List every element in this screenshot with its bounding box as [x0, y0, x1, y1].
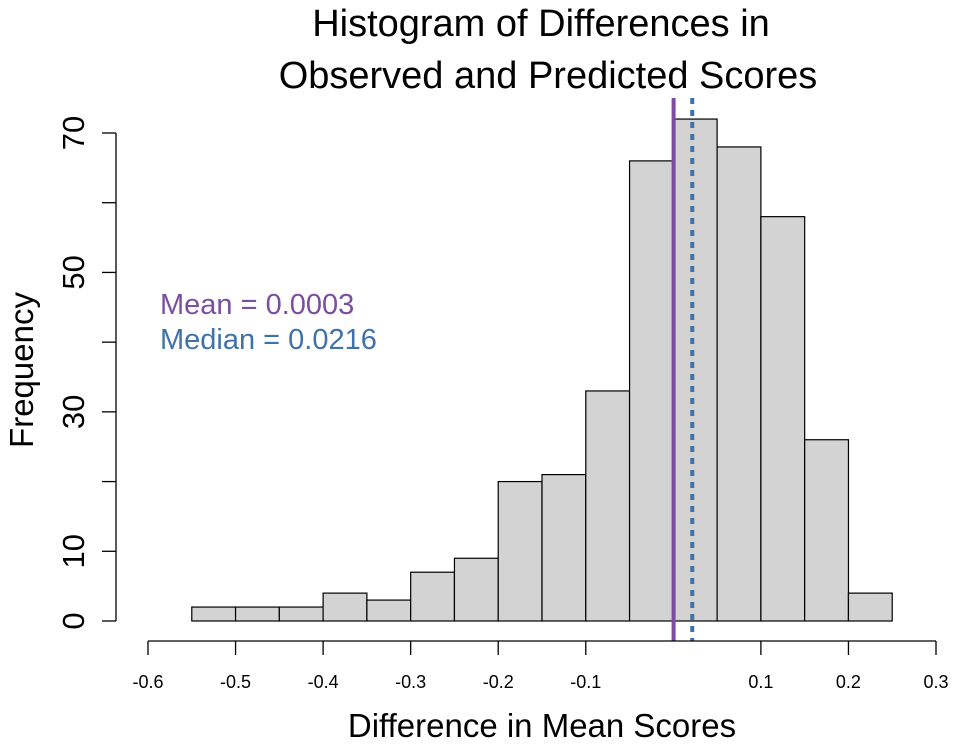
median-annotation: Median = 0.0216	[160, 324, 377, 356]
x-axis: -0.6 -0.5 -0.4 -0.3 -0.2 -0.1 0.1 0.2 0.3	[132, 640, 949, 692]
y-tick-label: 70	[56, 116, 91, 150]
histogram-bar	[541, 474, 587, 622]
histogram-bar	[366, 599, 412, 622]
histogram-bar	[191, 606, 237, 622]
y-tick-label: 50	[56, 255, 91, 289]
x-tick-label: 0.2	[836, 672, 861, 692]
histogram-bar	[628, 160, 674, 622]
histogram-bar	[278, 606, 324, 622]
x-tick-label: -0.1	[570, 672, 601, 692]
histogram-bar	[585, 390, 631, 622]
histogram-bar	[847, 592, 893, 622]
histogram-bar	[453, 557, 499, 622]
histogram-bar	[410, 571, 456, 622]
x-tick-label: 0.3	[923, 672, 948, 692]
histogram-bar	[497, 480, 543, 622]
x-axis-title: Difference in Mean Scores	[348, 707, 736, 744]
histogram-bar	[716, 146, 762, 622]
x-tick-label: -0.6	[132, 672, 163, 692]
y-tick-label: 10	[56, 534, 91, 568]
x-tick-label: -0.3	[395, 672, 426, 692]
histogram-bar	[804, 439, 850, 622]
chart-title-line-1: Histogram of Differences in	[312, 3, 770, 45]
histogram-bar	[322, 592, 368, 622]
histogram-bar	[234, 606, 280, 622]
histogram-bars	[191, 118, 893, 622]
y-axis-title: Frequency	[3, 292, 40, 448]
x-tick-label: -0.2	[483, 672, 514, 692]
histogram-bar	[672, 118, 718, 622]
y-tick-label: 30	[56, 395, 91, 429]
chart-title-line-2: Observed and Predicted Scores	[279, 55, 818, 97]
x-tick-label: -0.4	[308, 672, 339, 692]
y-axis: 0 10 30 50 70	[56, 116, 117, 630]
x-tick-label: -0.5	[220, 672, 251, 692]
histogram-bar	[760, 216, 806, 622]
y-tick-label: 0	[56, 612, 91, 629]
mean-annotation: Mean = 0.0003	[160, 289, 354, 321]
x-tick-label: 0.1	[748, 672, 773, 692]
